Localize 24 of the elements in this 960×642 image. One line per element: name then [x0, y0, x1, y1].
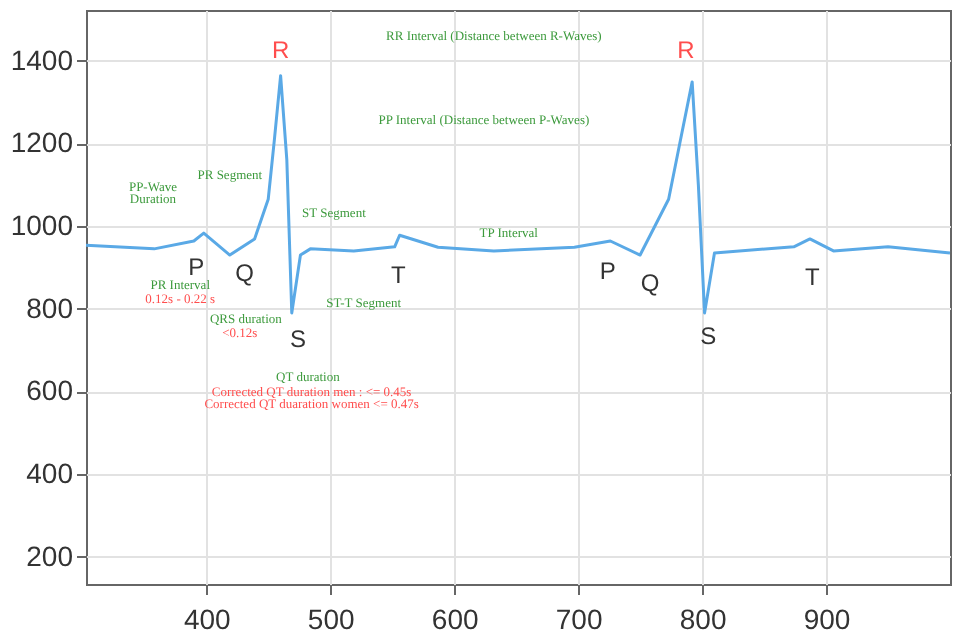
- annotation: S: [700, 322, 717, 351]
- line-series: [84, 74, 952, 315]
- y-tick-label: 1200: [10, 126, 74, 159]
- y-tick-label: 200: [26, 539, 74, 572]
- annotation: Q: [640, 268, 660, 297]
- x-tick-label: 600: [431, 603, 479, 635]
- annotation: Q: [235, 258, 255, 287]
- y-tick-label: 600: [26, 374, 74, 407]
- x-tick-label: 900: [803, 603, 851, 635]
- x-tick-label: 700: [555, 603, 603, 635]
- x-tick-label: 500: [307, 603, 355, 635]
- annotation: S: [289, 324, 306, 353]
- y-tick-label: 400: [26, 457, 74, 490]
- y-tick-label: 1000: [10, 209, 74, 242]
- annotation: P: [599, 256, 616, 285]
- y-tick-label: 800: [26, 291, 74, 324]
- annotation: R: [271, 35, 290, 64]
- annotation: R: [677, 35, 696, 64]
- x-tick-label: 800: [679, 603, 727, 635]
- annotation: T: [805, 262, 822, 291]
- x-tick-label: 400: [183, 603, 232, 635]
- annotation: T: [391, 260, 408, 289]
- annotation: P: [188, 253, 205, 282]
- y-tick-label: 1400: [10, 43, 74, 76]
